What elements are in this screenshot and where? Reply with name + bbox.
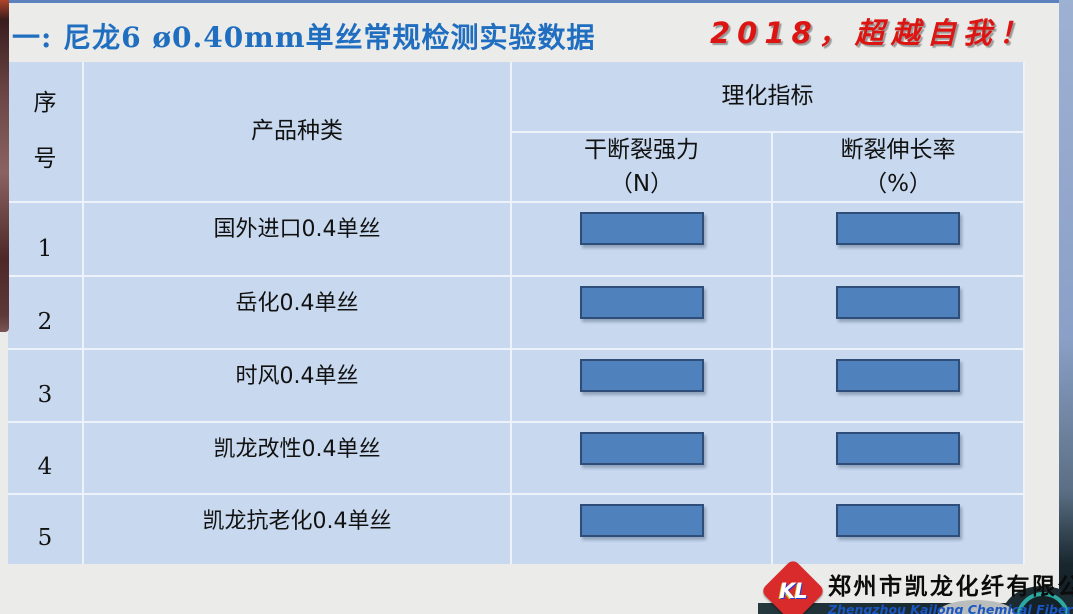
- row-number: 3: [8, 350, 82, 421]
- strength-value-cell: [512, 203, 771, 275]
- footer: KL 郑州市凯龙化纤有限公司 Zhengzhou Kailong Chemica…: [0, 558, 1073, 614]
- company-name-cn: 郑州市凯龙化纤有限公司: [828, 574, 1073, 600]
- product-name: 凯龙抗老化0.4单丝: [84, 495, 510, 564]
- product-name: 时风0.4单丝: [84, 350, 510, 421]
- masked-value-box: [836, 504, 960, 537]
- company-name-block: 郑州市凯龙化纤有限公司 Zhengzhou Kailong Chemical F…: [828, 567, 1073, 614]
- strength-value-cell: [512, 350, 771, 421]
- page-title: 一: 尼龙6 ø0.40mm单丝常规检测实验数据: [12, 21, 596, 54]
- header-serial: 序 号: [8, 62, 82, 201]
- header-strength: 干断裂强力 （N）: [512, 133, 771, 201]
- header-product: 产品种类: [84, 62, 510, 201]
- title-bar: 一: 尼龙6 ø0.40mm单丝常规检测实验数据 2018，超越自我！: [12, 6, 1052, 60]
- photo-edge-strip: [0, 0, 9, 332]
- product-name: 凯龙改性0.4单丝: [84, 423, 510, 493]
- masked-value-box: [836, 212, 960, 245]
- mouse-shape: [938, 600, 1014, 614]
- header-elongation: 断裂伸长率 （%）: [773, 133, 1023, 201]
- elongation-value-cell: [773, 203, 1023, 275]
- elongation-value-cell: [773, 423, 1023, 493]
- top-edge-line: [0, 0, 1073, 3]
- row-number: 4: [8, 423, 82, 493]
- product-name: 国外进口0.4单丝: [84, 203, 510, 275]
- product-name: 岳化0.4单丝: [84, 277, 510, 348]
- right-edge-band: [1059, 0, 1073, 614]
- masked-value-box: [579, 359, 704, 392]
- masked-value-box: [579, 212, 704, 245]
- elongation-value-cell: [773, 277, 1023, 348]
- desk-photo-strip: [758, 603, 1073, 614]
- company-name-en: Zhengzhou Kailong Chemical Fiber Co., Lt…: [828, 602, 1073, 614]
- slogan-text: 2018，超越自我！: [710, 16, 1035, 50]
- row-number: 1: [8, 203, 82, 275]
- elongation-value-cell: [773, 495, 1023, 564]
- masked-value-box: [579, 286, 704, 319]
- masked-value-box: [579, 504, 704, 537]
- masked-value-box: [836, 432, 960, 465]
- header-group: 理化指标: [512, 62, 1023, 131]
- data-table: 序 号 产品种类 理化指标 干断裂强力 （N） 断裂伸长率 （%） 1 国外进口…: [8, 62, 1025, 564]
- strength-value-cell: [512, 423, 771, 493]
- masked-value-box: [579, 432, 704, 465]
- masked-value-box: [836, 286, 960, 319]
- masked-value-box: [836, 359, 960, 392]
- row-number: 5: [8, 495, 82, 564]
- elongation-value-cell: [773, 350, 1023, 421]
- strength-value-cell: [512, 277, 771, 348]
- logo-kl-text: KL: [779, 579, 807, 603]
- strength-value-cell: [512, 495, 771, 564]
- row-number: 2: [8, 277, 82, 348]
